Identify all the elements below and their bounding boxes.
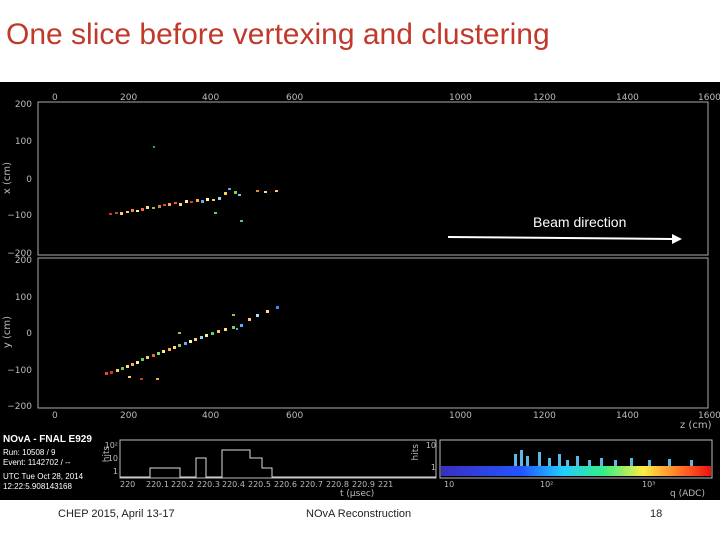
zx-ytick: 200 [15, 100, 32, 110]
time-hist-xtick: 221 [378, 480, 393, 489]
utc-date: UTC Tue Oct 28, 2014 [3, 472, 84, 481]
beam-direction-label: Beam direction [533, 214, 627, 230]
zx-ytick: 100 [15, 137, 32, 147]
charge-hist-xtick: 10² [540, 480, 553, 489]
time-hist-ytick: 10 [108, 454, 118, 463]
zx-xtick: 0 [52, 93, 58, 103]
time-hist-xtick: 220.4 [222, 480, 245, 489]
zy-ytick: 0 [26, 329, 32, 339]
zy-xtick: 0 [52, 411, 58, 421]
charge-hist-xtick: 10 [444, 480, 454, 489]
charge-hist-ytick: 1 [431, 463, 436, 472]
zy-view-frame [37, 257, 709, 409]
charge-hist-ylabel: hits [411, 444, 421, 461]
zy-ytick: −100 [7, 366, 32, 376]
footer-topic: NOvA Reconstruction [306, 508, 412, 520]
zy-xtick: 1600 [698, 411, 720, 421]
zy-ytick: 100 [15, 293, 32, 303]
time-hist-xtick: 220.2 [171, 480, 194, 489]
charge-hist-ytick: 10 [426, 441, 436, 450]
page-number: 18 [650, 508, 663, 520]
zy-hits [105, 306, 279, 380]
zy-xtick: 1200 [533, 411, 556, 421]
time-hist-xtick: 220.8 [326, 480, 349, 489]
charge-hist-xtick: 10³ [642, 480, 655, 489]
time-histogram [120, 449, 436, 478]
event-display-plots: 0 200 400 600 1000 1200 1400 1600 200 10… [2, 93, 720, 499]
zy-x-axis-label: z (cm) [680, 420, 712, 431]
zx-xtick: 400 [202, 93, 219, 103]
zx-view-frame [37, 101, 709, 256]
charge-color-scale [441, 466, 711, 476]
zx-xtick: 1400 [616, 93, 639, 103]
time-hist-xtick: 220.1 [146, 480, 169, 489]
run-info: Run: 10508 / 9 [3, 448, 56, 457]
zy-xtick: 1000 [449, 411, 472, 421]
zy-xtick: 400 [202, 411, 219, 421]
time-hist-xtick: 220.6 [274, 480, 297, 489]
zx-ytick: −100 [7, 211, 32, 221]
zy-ytick: −200 [7, 402, 32, 412]
footer-conference: CHEP 2015, April 13-17 [58, 508, 175, 520]
zy-y-axis-label: y (cm) [2, 316, 13, 348]
time-hist-ytick: 10² [105, 441, 118, 450]
zx-xtick: 1000 [449, 93, 472, 103]
time-histogram-frame [119, 439, 437, 479]
zx-xtick: 600 [286, 93, 303, 103]
zy-xtick: 1400 [616, 411, 639, 421]
time-hist-ylabel: hits [102, 445, 112, 462]
slide-title: One slice before vertexing and clusterin… [6, 18, 550, 51]
zy-xtick: 600 [286, 411, 303, 421]
zy-xtick: 200 [120, 411, 137, 421]
event-info: Event: 1142702 / -- [3, 458, 71, 467]
zx-xtick: 200 [120, 93, 137, 103]
zx-xtick: 1200 [533, 93, 556, 103]
time-hist-xtick: 220.9 [352, 480, 375, 489]
zy-ytick: 200 [15, 256, 32, 266]
experiment-title: NOvA - FNAL E929 [3, 434, 92, 445]
time-hist-xtick: 220 [120, 480, 135, 489]
utc-time: 12:22:5.908143168 [3, 482, 72, 491]
zx-hits [109, 146, 278, 222]
time-hist-ytick: 1 [113, 467, 118, 476]
time-hist-xlabel: t (μsec) [340, 489, 374, 499]
zx-y-axis-label: x (cm) [2, 162, 13, 194]
charge-histogram-bars [514, 450, 693, 466]
beam-direction-arrow [447, 234, 682, 244]
event-display: 0 200 400 600 1000 1200 1400 1600 200 10… [0, 82, 720, 500]
charge-hist-xlabel: q (ADC) [670, 489, 705, 499]
zx-ytick: 0 [26, 175, 32, 185]
time-hist-xtick: 220.3 [197, 480, 220, 489]
zx-xtick: 1600 [698, 93, 720, 103]
time-hist-xtick: 220.5 [248, 480, 271, 489]
zx-ytick: −200 [7, 249, 32, 259]
time-hist-xtick: 220.7 [300, 480, 323, 489]
